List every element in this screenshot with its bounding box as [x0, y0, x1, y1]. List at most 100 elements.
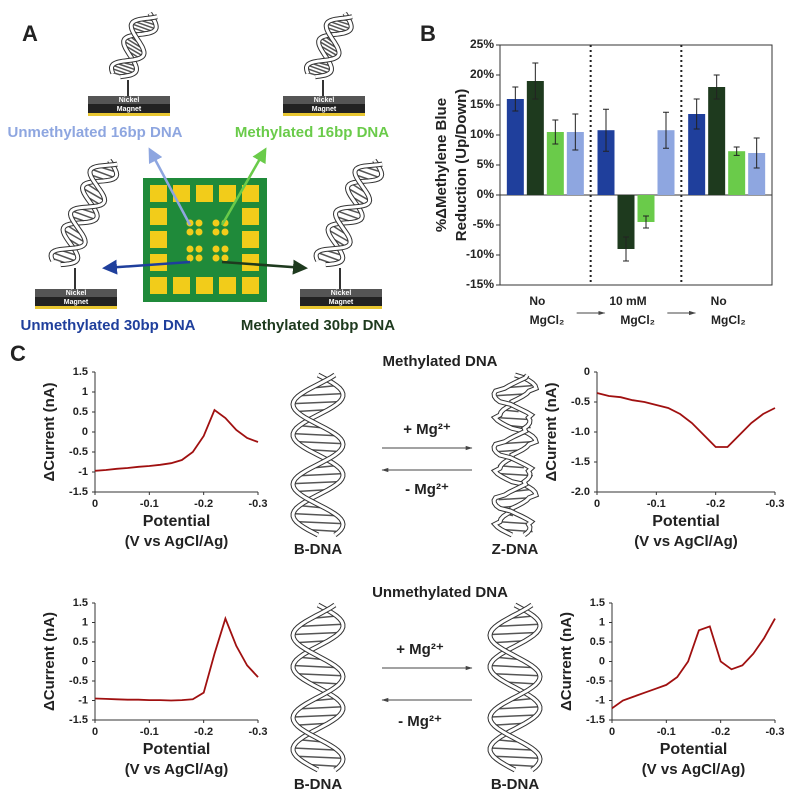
strand	[488, 603, 542, 772]
form-label: B-DNA	[491, 776, 539, 793]
strand	[315, 12, 353, 79]
bar	[597, 130, 615, 195]
electrode: Nickel Magnet	[35, 289, 117, 309]
pad	[219, 277, 236, 294]
base-pair	[123, 40, 144, 53]
error-bar	[643, 215, 649, 229]
base-pair	[293, 400, 340, 405]
x-tick-label: -0.1	[657, 726, 676, 738]
base-pair	[327, 229, 350, 243]
base-pair	[117, 63, 137, 71]
dna-helix	[490, 372, 540, 538]
trace	[94, 615, 259, 702]
pad	[196, 185, 213, 202]
strand	[109, 15, 158, 74]
pad	[195, 254, 203, 262]
pad	[212, 228, 220, 236]
y-tick-label: -1.0	[571, 426, 590, 438]
base-pair	[347, 187, 369, 201]
x-axis-label: Potential	[652, 513, 720, 530]
panel-label: B	[420, 21, 436, 46]
x-tick-label: 0	[609, 726, 615, 738]
form-label: B-DNA	[294, 541, 342, 558]
electrode: Nickel Magnet	[283, 96, 365, 116]
x-axis-label: Potential	[660, 741, 728, 758]
error-bar	[603, 108, 609, 152]
strand	[325, 158, 385, 268]
bar	[617, 195, 635, 249]
trace	[94, 408, 259, 472]
y-tick-label: -0.5	[571, 396, 590, 408]
strand	[60, 158, 120, 268]
base-pair	[301, 472, 343, 477]
pad	[242, 231, 259, 248]
base-pair	[82, 187, 104, 201]
bar	[637, 195, 655, 222]
dna-helix	[290, 372, 346, 538]
y-tick-label: -1	[78, 694, 88, 706]
electrode: Nickel Magnet	[88, 96, 170, 116]
base-pair	[125, 37, 141, 48]
forward-label: + Mg²⁺	[403, 421, 451, 438]
y-tick-label: 1.5	[590, 597, 605, 609]
panel-label: A	[22, 21, 38, 46]
strand	[325, 159, 384, 267]
x-tick-label: -0.2	[194, 726, 213, 738]
electrode-top: Nickel	[119, 97, 140, 104]
strand	[304, 15, 353, 74]
base-pair	[357, 168, 381, 179]
label-line: 10 mM	[609, 294, 646, 308]
y-axis-label: ΔCurrent (nA)	[41, 382, 58, 481]
y-tick-label: -15%	[466, 277, 494, 291]
label-line: MgCl₂	[617, 313, 655, 327]
base-pair	[493, 755, 540, 759]
error-bar	[512, 86, 519, 112]
series-label: Unmethylated 30bp DNA	[20, 317, 195, 334]
base-pair	[501, 440, 534, 445]
pad	[150, 231, 167, 248]
strand	[291, 373, 345, 537]
series-label: Methylated 30bp DNA	[241, 317, 395, 334]
y-tick-label: -1.5	[586, 714, 605, 726]
strand	[60, 159, 119, 267]
base-pair	[498, 706, 540, 710]
base-pair	[497, 416, 532, 421]
x-axis-label: Potential	[143, 741, 211, 758]
base-pair	[62, 229, 85, 243]
y-axis-label: ΔCurrent (nA)	[543, 382, 560, 481]
y-tick-label: 1	[82, 616, 88, 628]
form-label: Z-DNA	[492, 541, 539, 558]
y-axis-label: %ΔMethylene Blue	[433, 98, 450, 232]
base-pair	[493, 673, 540, 677]
electrode-top: Nickel	[331, 290, 352, 297]
strand	[49, 162, 118, 262]
base-pair	[490, 714, 537, 718]
bar	[708, 87, 726, 195]
base-pair	[53, 252, 77, 262]
dna-helix	[48, 158, 120, 268]
y-tick-label: -0.5	[586, 675, 605, 687]
electrode-bottom: Magnet	[312, 106, 337, 113]
x-axis-unit: (V vs AgCl/Ag)	[125, 761, 229, 778]
x-tick-label: -0.2	[194, 498, 213, 510]
pad	[173, 277, 190, 294]
base-pair	[293, 664, 335, 669]
pad	[221, 254, 229, 262]
error-bar	[663, 111, 669, 149]
y-tick-label: 1	[82, 386, 88, 398]
pad	[242, 254, 259, 271]
pad	[221, 245, 229, 253]
electrode-bottom: Magnet	[64, 299, 89, 306]
y-tick-label: -1.5	[571, 456, 590, 468]
pad	[173, 185, 190, 202]
base-pair	[490, 631, 537, 636]
pad	[196, 277, 213, 294]
x-tick-label: -0.3	[249, 726, 268, 738]
base-pair	[318, 40, 339, 53]
pad	[242, 208, 259, 225]
bar	[728, 151, 746, 195]
y-tick-label: 10%	[470, 127, 494, 141]
y-tick-label: 1.5	[73, 597, 88, 609]
bar	[506, 99, 524, 195]
y-tick-label: 15%	[470, 97, 494, 111]
